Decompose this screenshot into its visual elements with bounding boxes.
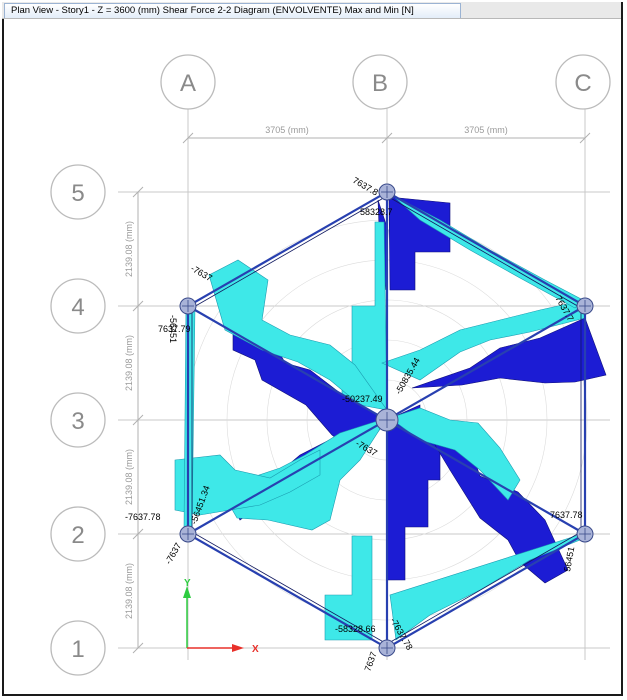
shear-min-fills xyxy=(231,196,607,584)
grid-bubble-a[interactable] xyxy=(160,54,216,110)
value-label: 7637.78 xyxy=(550,510,583,520)
tab-title: Plan View - Story1 - Z = 3600 (mm) Shear… xyxy=(11,5,414,16)
grid-label-3: 3 xyxy=(71,408,84,435)
axis-x-label: X xyxy=(252,644,259,655)
dim-y-32: 2139.08 (mm) xyxy=(124,449,134,505)
dim-y-43: 2139.08 (mm) xyxy=(124,335,134,391)
grid-label-a: A xyxy=(180,70,196,97)
dim-y-54: 2139.08 (mm) xyxy=(124,221,134,277)
axis-y-label: Y xyxy=(184,578,191,589)
grid-label-2: 2 xyxy=(71,522,84,549)
max-fill-lower-left xyxy=(174,449,321,516)
shear-max-fills xyxy=(174,194,586,641)
min-fill-upper-right xyxy=(411,317,607,389)
grid-label-5: 5 xyxy=(71,180,84,207)
value-label: 7637.79 xyxy=(158,324,191,334)
global-axes-icon xyxy=(183,586,244,652)
grid-label-b: B xyxy=(372,70,388,97)
grid-label-1: 1 xyxy=(71,636,84,663)
value-label: -7637 xyxy=(163,541,183,566)
grid-bubble-3[interactable] xyxy=(50,392,106,448)
value-label: 56451 xyxy=(562,546,576,572)
value-label: -7637.78 xyxy=(125,512,161,522)
value-label: -58328.66 xyxy=(335,624,376,634)
max-fill-bottom-right-edge xyxy=(389,532,586,641)
grid-bubble-4[interactable] xyxy=(50,278,106,334)
dim-x-ab: 3705 (mm) xyxy=(265,125,309,135)
value-label: 58328.7 xyxy=(360,207,393,217)
grid-bubble-2[interactable] xyxy=(50,506,106,562)
value-label: -7637 xyxy=(189,263,214,283)
grid-bubble-c[interactable] xyxy=(555,54,611,110)
plan-view-tab[interactable]: Plan View - Story1 - Z = 3600 (mm) Shear… xyxy=(4,3,461,18)
dim-x-bc: 3705 (mm) xyxy=(464,125,508,135)
dim-y-21: 2139.08 (mm) xyxy=(124,563,134,619)
grid-label-4: 4 xyxy=(71,294,84,321)
title-bar: Plan View - Story1 - Z = 3600 (mm) Shear… xyxy=(2,2,621,19)
grid-bubble-b[interactable] xyxy=(352,54,408,110)
value-label: -56451 xyxy=(168,315,178,343)
max-fill-bottom xyxy=(324,535,373,641)
dimension-lines xyxy=(132,132,591,654)
value-label: 7637 xyxy=(362,650,378,672)
value-label: -50237.49 xyxy=(342,394,383,404)
grid-bubble-5[interactable] xyxy=(50,164,106,220)
value-label: 7637.8 xyxy=(351,175,380,197)
grid-bubble-1[interactable] xyxy=(50,620,106,676)
grid-label-c: C xyxy=(574,70,591,97)
